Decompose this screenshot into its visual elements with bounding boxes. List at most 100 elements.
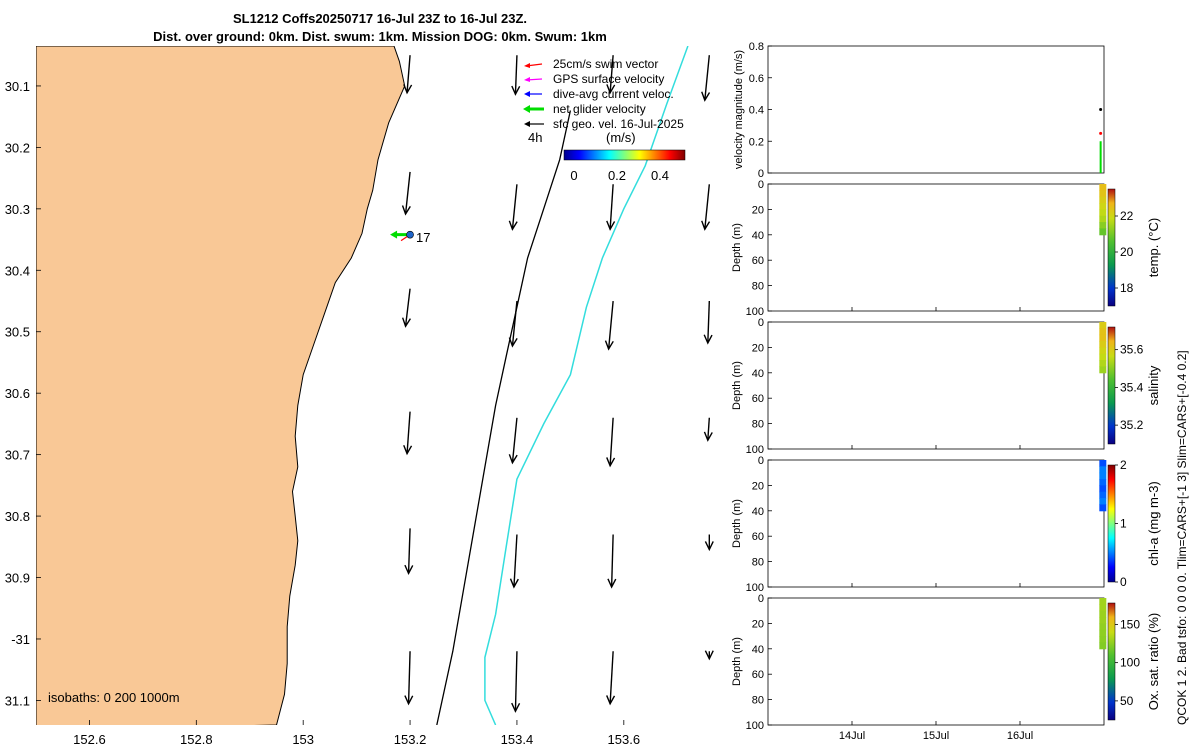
- depth-ylabel: Depth (m): [731, 637, 743, 686]
- depth-ytick: 20: [752, 204, 764, 216]
- lon-tick-label: 152.6: [73, 732, 106, 747]
- colorbar-label: temp. (°C): [1146, 218, 1161, 277]
- lat-tick-label: 30.4: [5, 263, 30, 278]
- isobath-1000m-line: [484, 46, 689, 725]
- profile-cell: [1099, 347, 1107, 355]
- lat-tick-label: 30.1: [5, 79, 30, 94]
- velocity-ytick: 0.8: [749, 41, 764, 53]
- lat-tick-label: -31: [11, 632, 30, 647]
- geo-vector-arrow: [508, 184, 518, 231]
- depth-ytick: 0: [758, 593, 764, 605]
- velocity-ytick: 0.2: [749, 136, 764, 148]
- depth-ytick: 60: [752, 531, 764, 543]
- geo-vector-arrow: [607, 534, 617, 589]
- land-mass: [36, 46, 406, 725]
- velocity-series-point: [1099, 131, 1103, 135]
- profile-cell: [1099, 629, 1107, 637]
- profile-cell: [1099, 190, 1107, 198]
- geo-vector-arrow: [606, 184, 616, 231]
- colorbar: [1107, 326, 1116, 445]
- profile-cell: [1099, 184, 1107, 191]
- profile-cell: [1099, 203, 1107, 210]
- map-legend: 25cm/s swim vector GPS surface velocity …: [523, 57, 686, 183]
- lat-tick-label: 30.2: [5, 140, 30, 155]
- colorbar-label: Ox. sat. ratio (%): [1146, 613, 1161, 711]
- depth-ytick: 80: [752, 557, 764, 569]
- depth-ytick: 80: [752, 695, 764, 707]
- glider-position: [390, 230, 414, 242]
- map-panel: 25cm/s swim vector GPS surface velocity …: [5, 46, 720, 747]
- colorbar-tick: 22: [1120, 209, 1134, 223]
- profile-cell: [1099, 466, 1107, 474]
- velocity-ytick: 0.4: [749, 105, 764, 117]
- geo-vector-arrow: [511, 55, 521, 96]
- lon-tick-label: 153.6: [608, 732, 641, 747]
- colorbar-tick: 0: [1120, 575, 1127, 589]
- profile-cell: [1099, 366, 1107, 374]
- depth-ytick: 40: [752, 644, 764, 656]
- geo-vector-arrow: [511, 651, 521, 713]
- depth-ytick: 60: [752, 393, 764, 405]
- depth-ytick: 60: [752, 669, 764, 681]
- legend-dive-avg: dive-avg current veloc.: [553, 87, 674, 101]
- colorbar: [1107, 602, 1116, 721]
- profile-cell: [1099, 460, 1107, 467]
- profile-cell: [1099, 196, 1107, 204]
- geo-vector-arrow: [701, 184, 711, 231]
- geo-vector-arrow: [704, 534, 714, 552]
- depth-ylabel: Depth (m): [731, 499, 743, 548]
- lat-tick-label: 30.3: [5, 202, 30, 217]
- depth-panel-3: 0 20 40 60 80 100 Depth (m) 0 1 2 chl-a (mg m-3): [731, 455, 1161, 594]
- colorbar-tick: 35.2: [1120, 418, 1144, 432]
- depth-ytick: 100: [746, 306, 764, 318]
- velocity-ytick: 0.6: [749, 73, 764, 85]
- lon-tick-label: 152.8: [180, 732, 213, 747]
- geo-vector-arrow: [403, 55, 413, 95]
- depth-panel-4: 0 20 40 60 80 100 Depth (m) 50 100 150 Ox. sat. ra…: [731, 593, 1161, 742]
- velocity-series-point: [1099, 108, 1103, 111]
- velocity-panel: 0 0.2 0.4 0.6 0.8 velocity magnitude (m/s): [733, 41, 1105, 180]
- geo-vector-arrow: [701, 55, 711, 102]
- profile-cell: [1099, 485, 1107, 493]
- velocity-ytick: 0: [758, 168, 764, 180]
- profile-cell: [1099, 598, 1107, 605]
- profile-cell: [1099, 604, 1107, 612]
- legend-gps-velocity: GPS surface velocity: [553, 72, 664, 86]
- glider-label: 17: [416, 230, 430, 245]
- geo-vector-arrow: [606, 651, 616, 706]
- geo-vector-arrow: [508, 417, 518, 465]
- geo-vector-arrow: [703, 300, 713, 345]
- depth-ytick: 20: [752, 342, 764, 354]
- colorbar-tick: 0.4: [651, 168, 669, 183]
- lat-tick-label: 30.7: [5, 448, 30, 463]
- speed-colorbar: [563, 149, 686, 161]
- isobaths-label: isobaths: 0 200 1000m: [48, 690, 180, 705]
- profile-cell: [1099, 222, 1107, 229]
- profile-cell: [1099, 504, 1107, 512]
- profile-cell: [1099, 360, 1107, 367]
- geo-vector-arrow: [704, 650, 714, 661]
- depth-ytick: 20: [752, 480, 764, 492]
- colorbar-tick: 0: [570, 168, 577, 183]
- time-xtick-label: 14Jul: [839, 730, 865, 742]
- lon-tick-label: 153.2: [394, 732, 427, 747]
- colorbar: [1107, 464, 1116, 583]
- colorbar-tick: 150: [1120, 617, 1140, 631]
- geo-vector-arrow: [606, 417, 616, 468]
- geo-vector-arrow: [604, 300, 614, 351]
- colorbar-label: chl-a (mg m-3): [1146, 481, 1161, 566]
- depth-ytick: 40: [752, 230, 764, 242]
- time-xtick-label: 15Jul: [923, 730, 949, 742]
- profile-cell: [1099, 328, 1107, 336]
- title-line-1: SL1212 Coffs20250717 16-Jul 23Z to 16-Ju…: [232, 11, 528, 26]
- depth-ytick: 100: [746, 444, 764, 456]
- depth-panel-2: 0 20 40 60 80 100 Depth (m) 35.2 35.4 35.6salinit…: [731, 317, 1161, 456]
- time-xtick-label: 16Jul: [1007, 730, 1033, 742]
- geo-vector-arrow: [404, 651, 414, 706]
- legend-swim-vector: 25cm/s swim vector: [553, 57, 658, 71]
- geo-vector-arrow: [403, 411, 413, 456]
- depth-ytick: 40: [752, 506, 764, 518]
- geo-vector-arrow: [508, 300, 518, 348]
- profile-cell: [1099, 636, 1107, 643]
